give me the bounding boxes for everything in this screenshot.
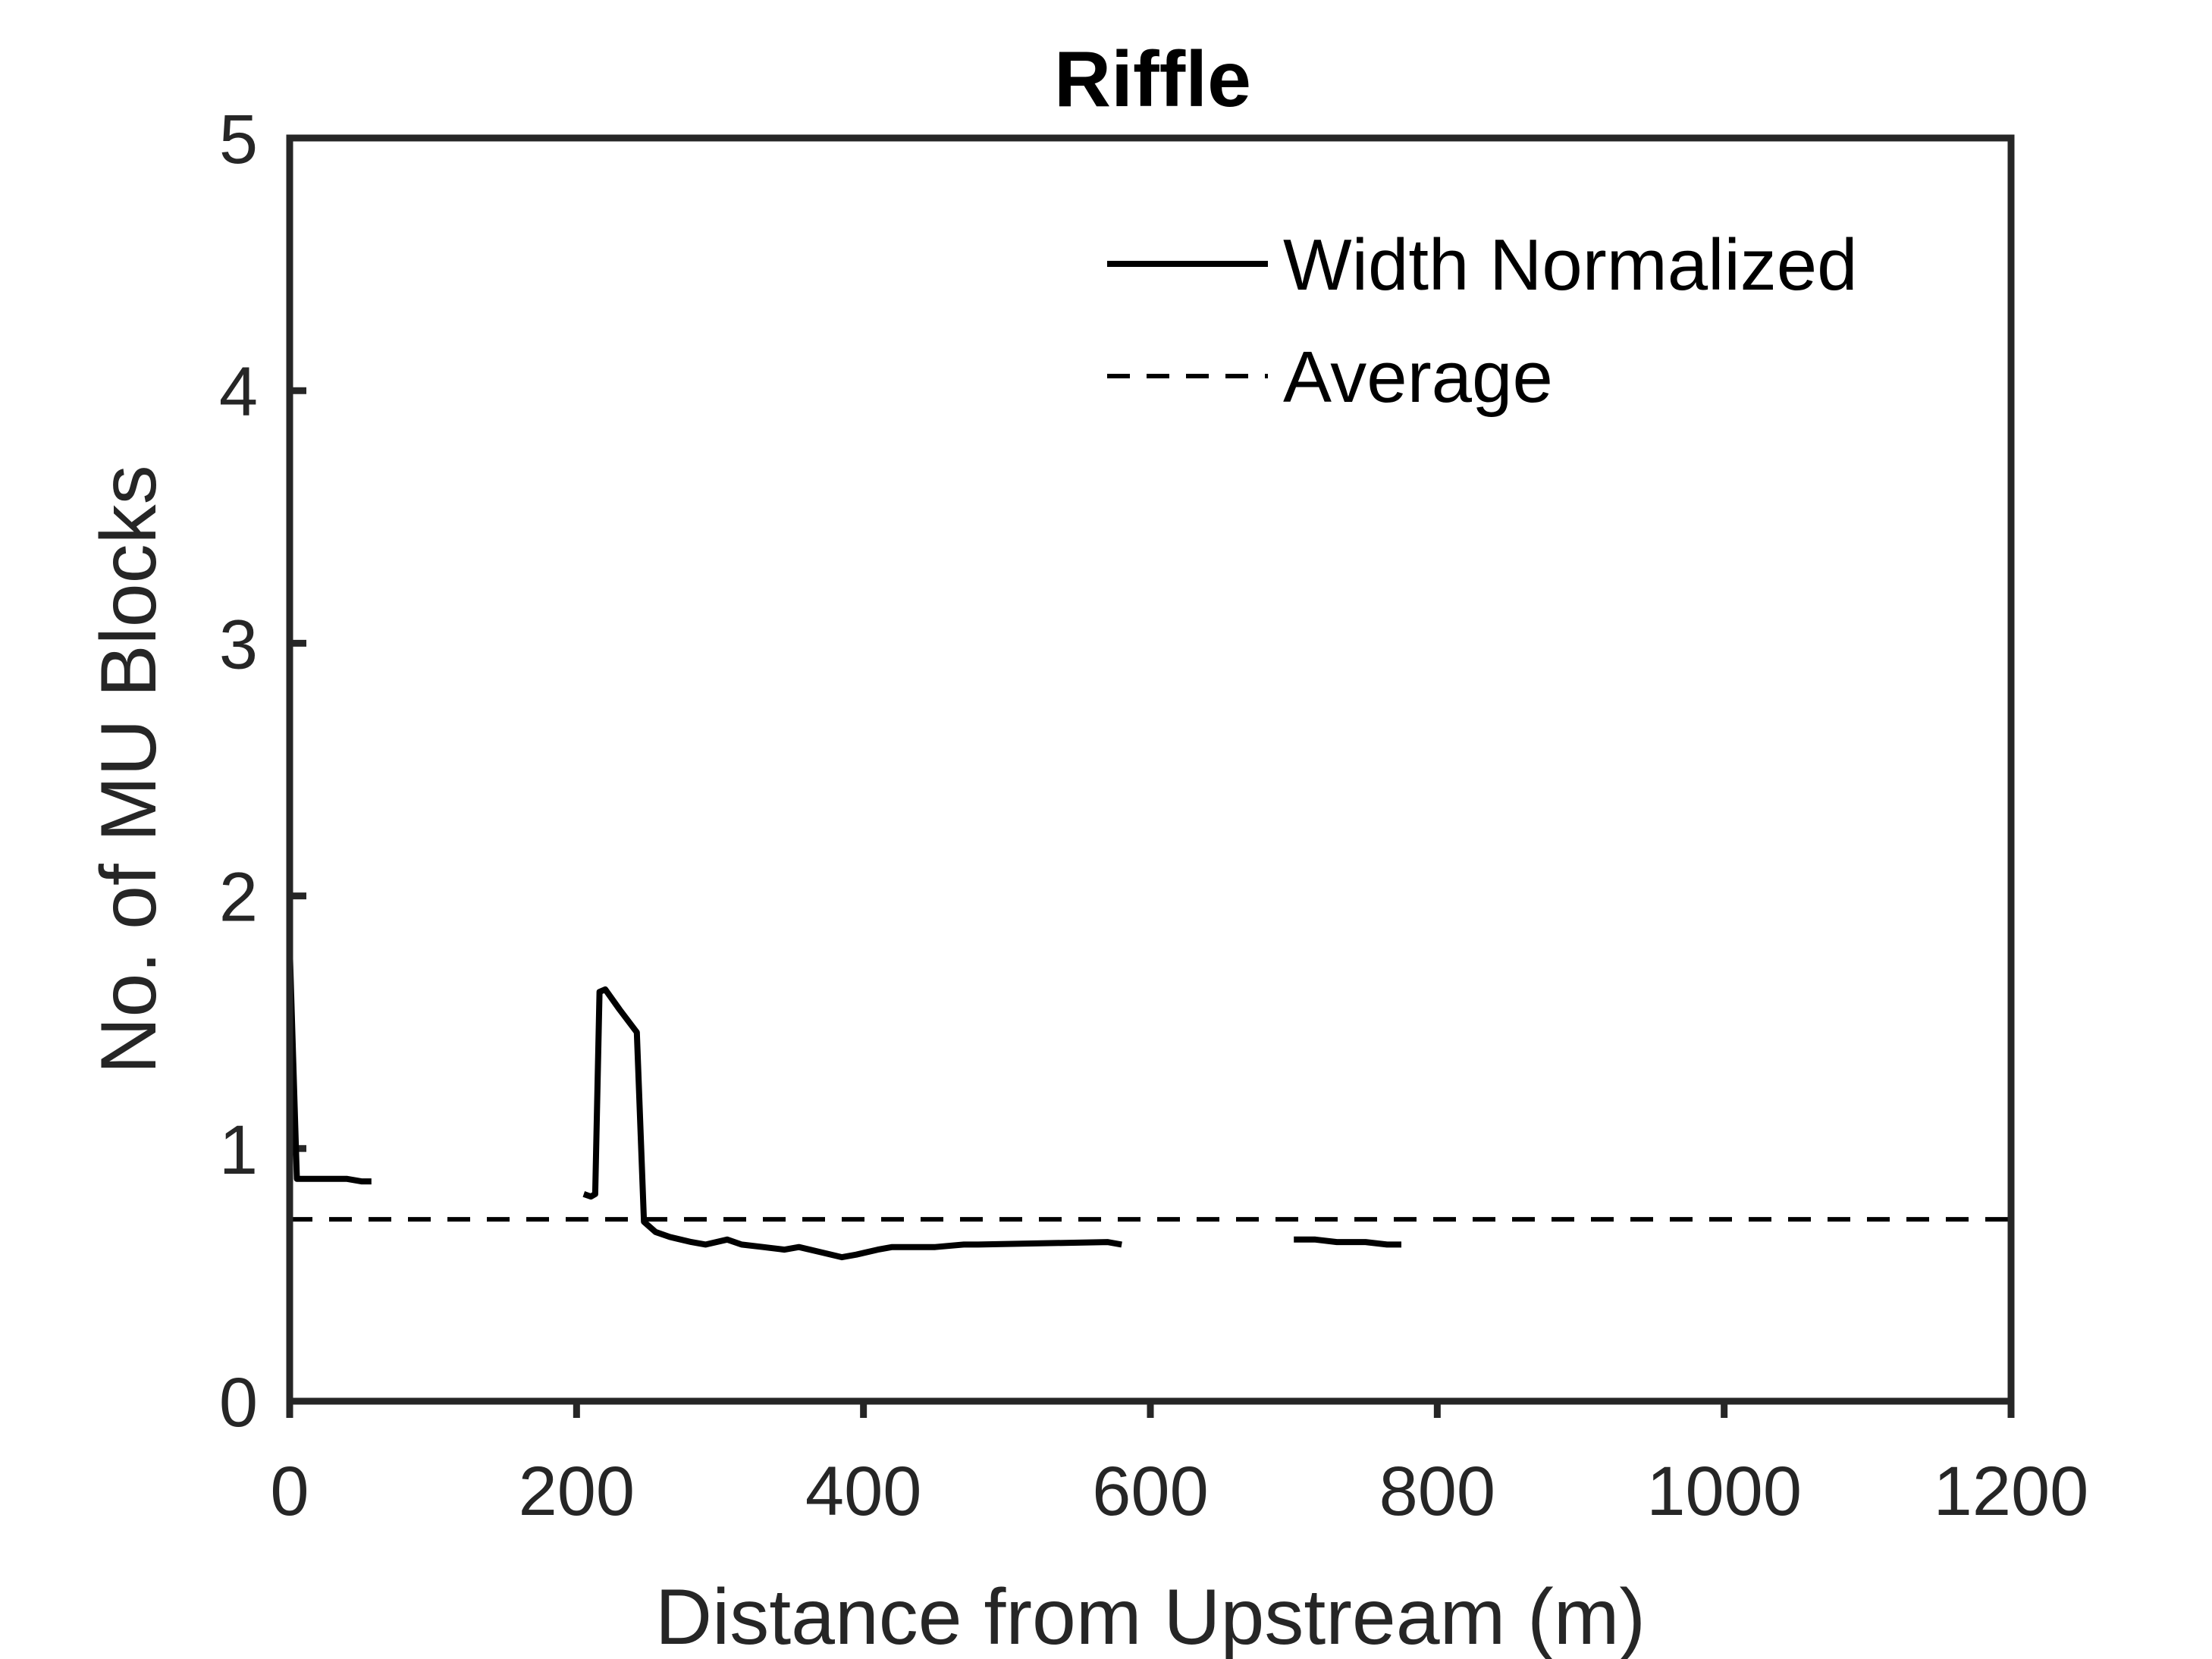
plot-frame — [286, 134, 2015, 1405]
x-axis-label: Distance from Upstream (m) — [655, 1573, 1646, 1659]
y-tick-label: 3 — [219, 606, 258, 683]
legend-label-width-normalized: Width Normalized — [1283, 224, 1858, 306]
width-normalized-line-segment-0 — [287, 946, 372, 1185]
y-tick-label: 4 — [219, 353, 258, 431]
x-tick-label: 0 — [270, 1453, 309, 1530]
y-tick-label: 2 — [219, 859, 258, 936]
legend-label-average: Average — [1283, 337, 1553, 418]
y-axis-label: No. of MU Blocks — [85, 465, 173, 1074]
x-tick-label: 1200 — [1934, 1453, 2089, 1530]
x-tick-label: 1000 — [1646, 1453, 1802, 1530]
x-axis-ticks: 0 200 400 600 800 1000 1200 — [270, 1401, 2088, 1530]
plot-series — [287, 946, 2011, 1261]
x-tick-label: 400 — [805, 1453, 922, 1530]
x-tick-label: 200 — [519, 1453, 635, 1530]
chart-title: Riffle — [1054, 36, 1251, 124]
width-normalized-line-segment-2 — [1294, 1236, 1401, 1248]
y-axis-ticks: 0 1 2 3 4 5 — [219, 101, 306, 1441]
legend: Width Normalized Average — [1107, 224, 1858, 418]
x-tick-label: 800 — [1379, 1453, 1496, 1530]
y-tick-label: 1 — [219, 1112, 258, 1189]
y-tick-label: 0 — [219, 1364, 258, 1441]
y-tick-label: 5 — [219, 101, 258, 178]
x-tick-label: 600 — [1092, 1453, 1209, 1530]
width-normalized-line-segment-1 — [582, 986, 1122, 1261]
